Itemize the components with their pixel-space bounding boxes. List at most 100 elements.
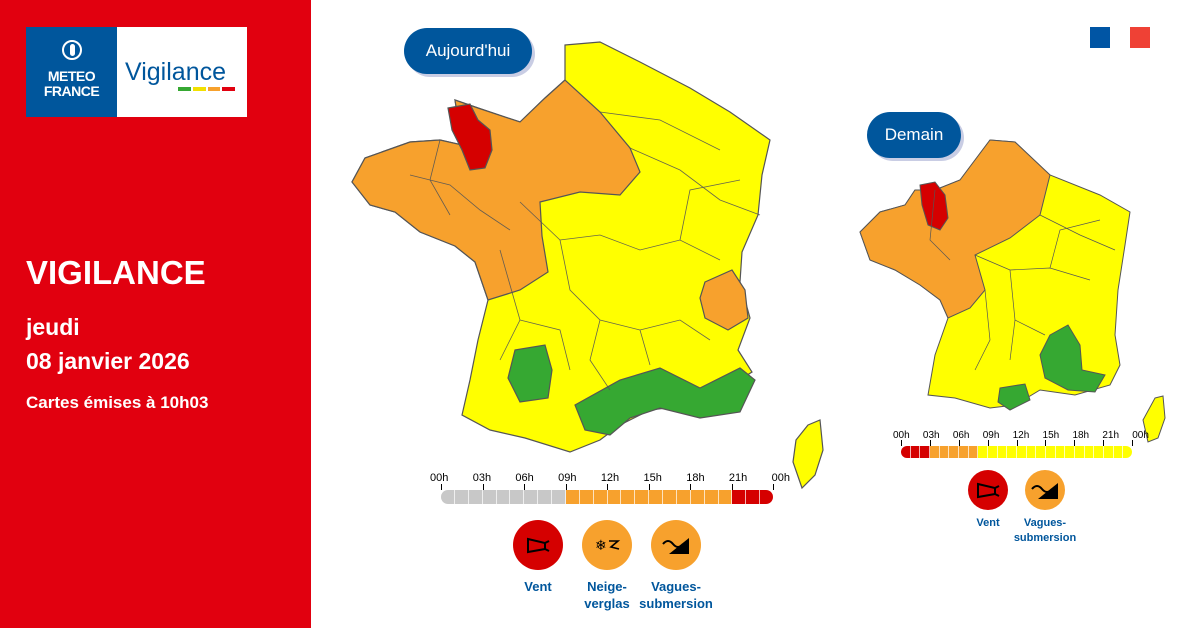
hazard-label: Vagues- submersion: [639, 579, 713, 611]
timeline-hour-label: 00h: [893, 430, 910, 441]
timeline-segment: [920, 446, 931, 458]
hazard-label: Vent: [976, 517, 1000, 529]
timeline-hour-label: 03h: [472, 472, 492, 484]
timeline-segment: [441, 490, 455, 504]
timeline-segment: [1017, 446, 1027, 458]
timeline-hour-label: 12h: [600, 472, 620, 484]
timeline-segment: [978, 446, 989, 458]
timeline-segment: [538, 490, 552, 504]
timeline-hour-label: 09h: [982, 430, 1000, 441]
map-tomorrow-green-zone-1: [1039, 324, 1106, 393]
flag-stripe: [1110, 27, 1130, 48]
timeline-tick: [482, 484, 484, 490]
timeline-tick: [1103, 440, 1105, 446]
date-label: 08 janvier 2026: [26, 348, 190, 374]
timeline-segment: [901, 446, 911, 458]
logo-bar-segment: [178, 87, 191, 91]
timeline-tomorrow-bar: [901, 446, 1132, 458]
timeline-segment: [997, 446, 1008, 458]
timeline-segment: [496, 490, 511, 504]
timeline-segment: [718, 490, 733, 504]
map-today-orange-zone: [351, 79, 641, 301]
timeline-segment: [579, 490, 594, 504]
timeline-segment: [910, 446, 921, 458]
map-tomorrow-red-zone: [919, 181, 949, 231]
timeline-hour-label: 00h: [771, 472, 790, 484]
map-tomorrow-green-zone-2: [997, 383, 1031, 411]
timeline-segment: [510, 490, 525, 504]
hazard-label: Vent: [524, 579, 552, 594]
meteo-france-logo: METEO FRANCE: [26, 27, 117, 117]
timeline-tick: [958, 440, 960, 446]
meteo-line1: METEO: [47, 68, 96, 84]
timeline-tick: [565, 484, 567, 490]
timeline-segment: [649, 490, 663, 504]
timeline-segment: [482, 490, 497, 504]
timeline-segment: [1065, 446, 1076, 458]
meteo-france-vigilance-logo: METEO FRANCE Vigilance: [26, 27, 247, 117]
timeline-tick: [441, 484, 442, 490]
timeline-tick: [987, 440, 989, 446]
map-today-orange-alps: [699, 269, 749, 331]
timeline-today-bar: [441, 490, 773, 504]
timeline-segment: [690, 490, 705, 504]
timeline-segment: [959, 446, 969, 458]
timeline-hour-label: 12h: [1012, 430, 1030, 441]
timeline-hour-label: 21h: [1102, 430, 1120, 441]
timeline-tick: [773, 484, 774, 490]
issue-time: Cartes émises à 10h03: [26, 393, 209, 412]
vigilance-logo-color-bar: [178, 87, 235, 91]
timeline-today-hours: 00h 03h 06h 09h 12h 15h 18h 21h 00h: [430, 472, 790, 484]
map-today-corsica: [792, 419, 824, 490]
timeline-segment: [1046, 446, 1056, 458]
wave-submersion-icon: [651, 520, 701, 570]
timeline-segment: [760, 490, 773, 504]
timeline-hour-label: 00h: [430, 472, 449, 484]
timeline-hour-label: 21h: [728, 472, 748, 484]
map-tomorrow-corsica: [1142, 395, 1166, 443]
snow-ice-icon: ❄: [582, 520, 632, 570]
timeline-segment: [746, 490, 761, 504]
timeline-segment: [732, 490, 747, 504]
timeline-tick: [1045, 440, 1047, 446]
logo-bar-segment: [192, 87, 206, 91]
timeline-segment: [1075, 446, 1085, 458]
timeline-segment: [1036, 446, 1047, 458]
map-today-green-zone-1: [507, 344, 553, 403]
flag-stripe: [1090, 27, 1110, 48]
timeline-segment: [939, 446, 950, 458]
timeline-hour-label: 06h: [952, 430, 970, 441]
timeline-tick: [1074, 440, 1076, 446]
wind-icon: [968, 470, 1008, 510]
logo-bar-segment: [222, 87, 235, 91]
timeline-segment: [930, 446, 940, 458]
hazard-label: Neige- verglas: [584, 579, 630, 611]
timeline-segment: [704, 490, 719, 504]
map-today-green-zone-2: [574, 367, 756, 436]
timeline-hour-label: 09h: [558, 472, 577, 484]
hazard-label: Vagues- submersion: [1013, 517, 1077, 544]
timeline-segment: [1123, 446, 1132, 458]
timeline-segment: [552, 490, 566, 504]
timeline-segment: [1026, 446, 1037, 458]
timeline-segment: [593, 490, 608, 504]
day-label: jeudi: [26, 314, 80, 340]
timeline-segment: [676, 490, 691, 504]
timeline-hour-label: 00h: [1132, 430, 1149, 441]
timeline-tick: [524, 484, 525, 490]
map-tomorrow: [859, 139, 1166, 443]
timeline-segment: [1113, 446, 1124, 458]
meteo-france-emblem-icon: [62, 40, 82, 60]
timeline-tomorrow-hours: 00h 03h 06h 09h 12h 15h 18h 21h 00h: [893, 430, 1149, 441]
wind-icon: [513, 520, 563, 570]
timeline-segment: [1104, 446, 1114, 458]
svg-text:❄: ❄: [595, 537, 607, 553]
map-today-red-zone: [447, 103, 493, 171]
timeline-segment: [468, 490, 483, 504]
timeline-segment: [621, 490, 636, 504]
map-today-department-lines: [409, 111, 761, 391]
timeline-segment: [988, 446, 998, 458]
timeline-tick: [901, 440, 902, 446]
timeline-hour-label: 18h: [1072, 430, 1090, 441]
timeline-hour-label: 15h: [1042, 430, 1060, 441]
